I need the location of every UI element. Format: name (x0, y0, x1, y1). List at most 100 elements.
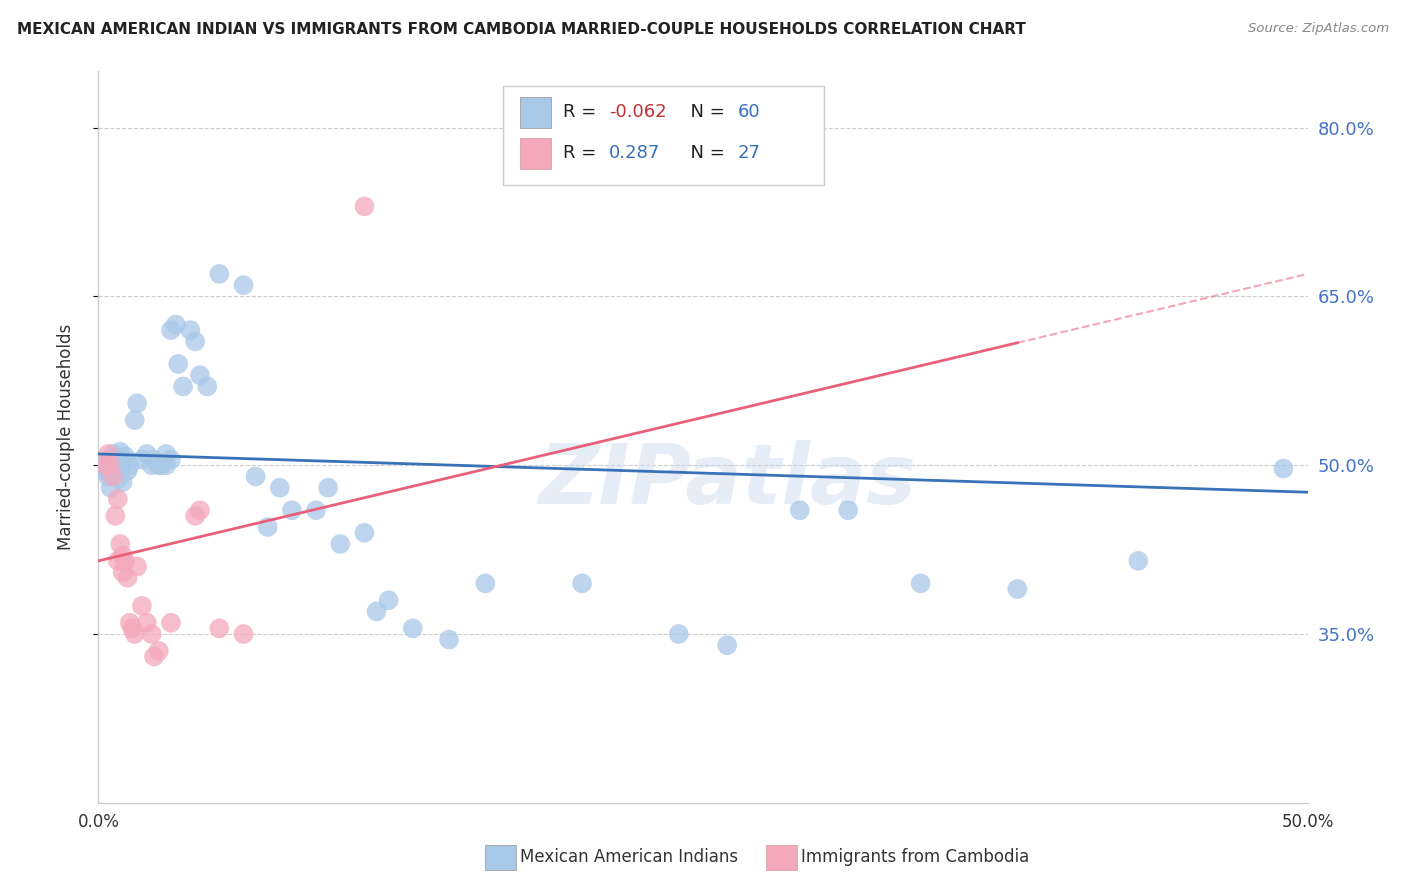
Point (107, 491, 129, 506)
Point (329, 537, 352, 551)
Point (104, 508, 127, 523)
Point (114, 449, 136, 463)
Point (1272, 461, 1295, 475)
Point (148, 644, 170, 658)
Point (281, 503, 304, 517)
Point (143, 452, 166, 467)
Point (165, 318, 187, 332)
Point (837, 503, 859, 517)
Point (97, 469, 120, 483)
Point (256, 520, 278, 534)
Point (118, 615, 141, 630)
Point (107, 554, 129, 568)
Point (160, 323, 183, 337)
Text: MEXICAN AMERICAN INDIAN VS IMMIGRANTS FROM CAMBODIA MARRIED-COUPLE HOUSEHOLDS CO: MEXICAN AMERICAN INDIAN VS IMMIGRANTS FR… (17, 22, 1026, 37)
Point (160, 452, 183, 467)
Bar (520, 138, 551, 169)
Point (127, 396, 149, 410)
Text: ZIPatlas: ZIPatlas (538, 441, 917, 522)
Point (104, 464, 127, 478)
Point (143, 649, 166, 664)
Point (135, 615, 157, 630)
Point (195, 379, 218, 393)
Point (245, 469, 267, 483)
Point (366, 605, 388, 619)
Text: Source: ZipAtlas.com: Source: ZipAtlas.com (1249, 22, 1389, 36)
Bar (520, 97, 551, 128)
Point (188, 368, 211, 383)
Text: -0.062: -0.062 (609, 103, 666, 121)
Point (1128, 554, 1150, 568)
Point (117, 464, 139, 478)
Point (353, 199, 375, 213)
Point (100, 458, 122, 473)
Point (141, 627, 163, 641)
Point (155, 447, 177, 461)
Point (100, 452, 122, 467)
Point (148, 458, 170, 473)
Point (111, 565, 134, 579)
Point (571, 576, 593, 591)
Point (121, 621, 143, 635)
Point (316, 481, 339, 495)
Point (101, 469, 124, 483)
Y-axis label: Married-couple Households: Married-couple Households (56, 324, 75, 550)
Point (91, 458, 114, 473)
Point (377, 593, 399, 607)
Point (111, 456, 134, 470)
Point (155, 458, 177, 473)
Text: 27: 27 (738, 145, 761, 162)
Point (208, 621, 231, 635)
Point (789, 503, 811, 517)
Point (208, 267, 231, 281)
Point (172, 379, 194, 393)
Text: Immigrants from Cambodia: Immigrants from Cambodia (801, 848, 1029, 866)
Text: N =: N = (679, 145, 730, 162)
Point (179, 323, 201, 337)
Point (437, 632, 460, 647)
Text: R =: R = (562, 103, 602, 121)
Point (269, 481, 291, 495)
Point (107, 452, 129, 467)
Point (100, 481, 122, 495)
Text: 0.287: 0.287 (609, 145, 659, 162)
Point (474, 576, 496, 591)
Point (1007, 582, 1029, 596)
Text: 60: 60 (738, 103, 761, 121)
Bar (503, 86, 824, 185)
Point (150, 458, 173, 473)
Point (184, 508, 207, 523)
Point (910, 576, 932, 591)
Point (97, 447, 120, 461)
Point (188, 503, 211, 517)
Point (94, 464, 117, 478)
Point (305, 503, 328, 517)
Text: R =: R = (562, 145, 607, 162)
Point (101, 447, 124, 461)
Point (135, 447, 157, 461)
Point (232, 627, 254, 641)
Point (107, 472, 129, 486)
Point (111, 475, 134, 489)
Point (108, 444, 131, 458)
Text: Mexican American Indians: Mexican American Indians (520, 848, 738, 866)
Point (141, 458, 163, 473)
Point (131, 452, 153, 467)
Text: N =: N = (679, 103, 730, 121)
Point (124, 627, 146, 641)
Point (160, 615, 183, 630)
Point (94, 458, 117, 473)
Point (108, 460, 131, 475)
Point (118, 458, 141, 473)
Point (124, 413, 146, 427)
Point (353, 525, 375, 540)
Point (131, 599, 153, 613)
Point (108, 537, 131, 551)
Point (111, 548, 134, 562)
Point (114, 554, 136, 568)
Point (668, 627, 690, 641)
Point (232, 278, 254, 293)
Point (117, 571, 139, 585)
Point (184, 334, 207, 349)
Point (402, 621, 425, 635)
